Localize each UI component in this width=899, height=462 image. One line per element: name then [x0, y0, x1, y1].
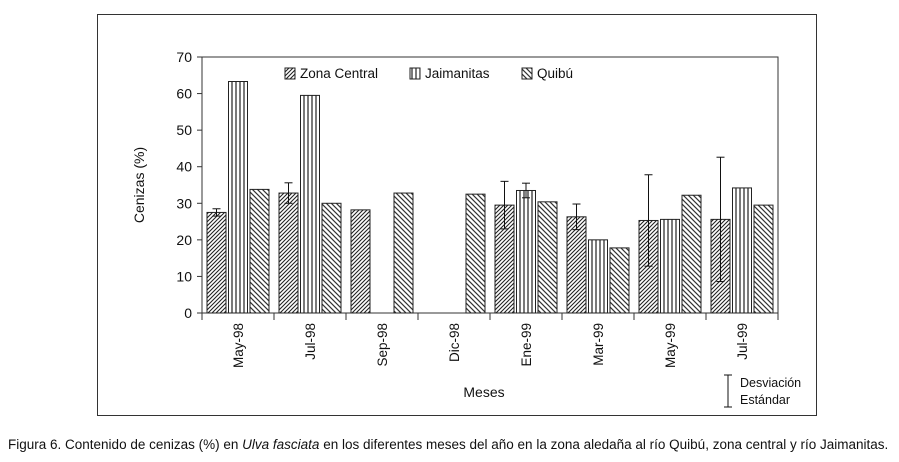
figure-frame: 0 10 20 30 40 50 60 70 May-98 Jul-98 Sep-98 Dic-98…	[97, 14, 817, 416]
bar-quib-	[393, 192, 414, 314]
x-axis-title: Meses	[463, 384, 504, 400]
bar-quib-	[609, 247, 630, 314]
y-axis: 0 10 20 30 40 50 60 70	[176, 49, 202, 321]
x-tick-label: Jul-99	[735, 323, 750, 360]
y-tick-label: 70	[176, 49, 192, 65]
bar-zona-central	[566, 216, 587, 314]
bar-quib-	[249, 188, 270, 314]
x-tick-label: May-98	[231, 323, 246, 368]
x-tick-label: Dic-98	[447, 323, 462, 362]
error-legend-line1: Desviación	[740, 376, 801, 390]
y-tick-label: 10	[176, 268, 192, 284]
y-tick-label: 50	[176, 122, 192, 138]
bar-quib-	[681, 194, 702, 314]
bar-jaimanitas	[732, 187, 752, 314]
bar-zona-central	[278, 192, 299, 314]
x-tick-label: Ene-99	[519, 323, 534, 367]
y-tick-label: 60	[176, 86, 192, 102]
y-tick-label: 40	[176, 159, 192, 175]
bar-quib-	[465, 193, 486, 314]
y-axis-title: Cenizas (%)	[131, 147, 147, 223]
legend: Zona Central Jaimanitas Quibú	[284, 66, 573, 81]
bar-quib-	[753, 204, 774, 314]
legend-label: Quibú	[537, 66, 573, 81]
error-legend-line2: Estándar	[740, 393, 790, 407]
legend-swatch	[284, 67, 296, 80]
caption-prefix: Figura 6. Contenido de cenizas (%) en	[8, 437, 243, 452]
error-legend: Desviación Estándar	[724, 374, 801, 408]
y-tick-label: 0	[184, 305, 192, 321]
legend-swatch	[409, 67, 421, 80]
bar-jaimanitas	[660, 218, 680, 314]
legend-label: Jaimanitas	[425, 66, 490, 81]
bar-jaimanitas	[588, 239, 608, 314]
x-tick-label: Sep-98	[375, 323, 390, 367]
bar-quib-	[321, 202, 342, 314]
caption-suffix: en los diferentes meses del año en la zo…	[319, 437, 889, 452]
bars-group	[206, 81, 774, 314]
x-tick-label: May-99	[663, 323, 678, 368]
legend-swatch	[521, 67, 533, 80]
bar-jaimanitas	[516, 189, 536, 314]
bar-zona-central	[206, 211, 227, 314]
y-tick-label: 20	[176, 232, 192, 248]
y-tick-label: 30	[176, 195, 192, 211]
x-axis: May-98 Jul-98 Sep-98 Dic-98 Ene-99 Mar-99 May-…	[201, 313, 779, 368]
x-tick-label: Mar-99	[591, 323, 606, 366]
error-bars-group	[212, 156, 725, 283]
ash-content-chart: 0 10 20 30 40 50 60 70 May-98 Jul-98 Sep-98 Dic-98…	[131, 49, 801, 408]
legend-label: Zona Central	[300, 66, 378, 81]
figure-caption: Figura 6. Contenido de cenizas (%) en Ul…	[8, 437, 899, 452]
caption-species: Ulva fasciata	[242, 437, 320, 452]
x-tick-label: Jul-98	[303, 323, 318, 360]
bar-jaimanitas	[228, 81, 248, 314]
bar-zona-central	[350, 209, 371, 314]
bar-quib-	[537, 201, 558, 314]
bar-jaimanitas	[300, 94, 320, 314]
